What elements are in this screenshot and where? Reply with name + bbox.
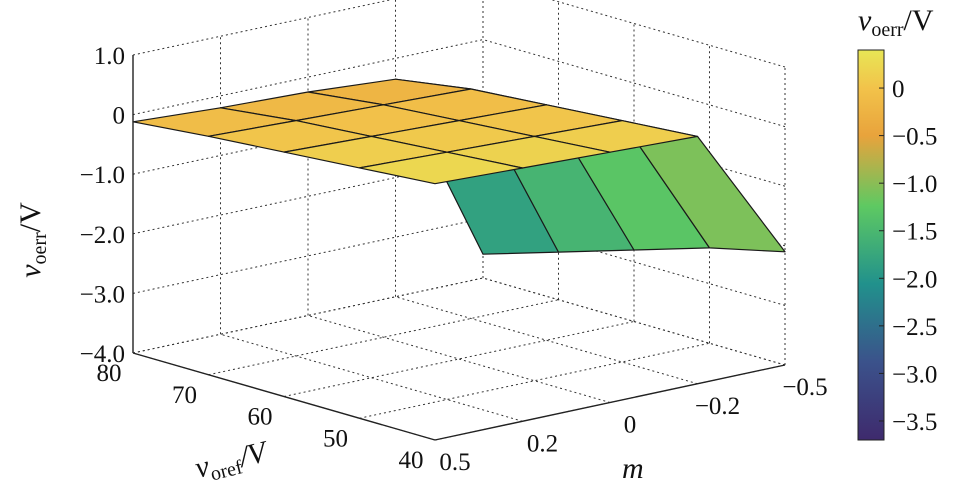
y-axis-label: m: [622, 452, 644, 485]
colorbar-tick-label: 0: [892, 76, 905, 103]
colorbar-tick-label: −0.5: [892, 124, 937, 151]
floor-gridline: [220, 333, 523, 422]
colorbar: 0 −0.5 −1.0 −1.5 −2.0 −2.5 −3.0 −3.5 voerr/V: [857, 4, 937, 441]
x-tick-label: 50: [323, 425, 348, 452]
y-tick-label: 0: [624, 412, 637, 439]
x-tick-label: 70: [172, 382, 197, 409]
axes-layer: 1.0 0 −1.0 −2.0 −3.0 −4.0 40 50 60 70 80 0.5 0.2 0 −0.…: [80, 43, 828, 476]
colorbar-fill: [857, 49, 885, 441]
colorbar-tick-label: −1.5: [892, 219, 937, 246]
floor-gridline: [395, 296, 698, 385]
colorbar-label: voerr/V: [858, 4, 934, 41]
z-tick-label: −2.0: [80, 222, 125, 249]
colorbar-tick-label: −3.0: [892, 361, 937, 388]
y-tick-label: −0.5: [782, 374, 827, 401]
colorbar-tick-label: −2.5: [892, 314, 937, 341]
surface-layer: [132, 78, 786, 255]
z-axis-label: voerr/V: [14, 202, 51, 278]
axis-line: [132, 352, 436, 441]
z-tick-label: 1.0: [94, 43, 125, 70]
floor-gridline: [482, 277, 786, 366]
surface-patch: [358, 151, 524, 185]
side-wall-gridline: [550, 0, 786, 68]
x-tick-label: 60: [248, 404, 273, 431]
colorbar-ticks: 0 −0.5 −1.0 −1.5 −2.0 −2.5 −3.0 −3.5: [879, 76, 937, 436]
z-tick-label: −3.0: [80, 281, 125, 308]
colorbar-tick-label: −2.0: [892, 266, 937, 293]
floor-gridline: [283, 321, 635, 397]
z-tick-label: −4.0: [80, 341, 125, 368]
side-wall-gridline: [482, 39, 786, 128]
z-tick-label: −1.0: [80, 162, 125, 189]
floor-gridline: [359, 342, 710, 419]
z-tick-label: 0: [113, 103, 126, 130]
colorbar-tick-label: −1.0: [892, 171, 937, 198]
y-tick-label: 0.2: [527, 430, 558, 457]
colorbar-tick-label: −3.5: [892, 409, 937, 436]
x-axis-label: voref/V: [192, 434, 275, 485]
x-tick-label: 80: [97, 360, 122, 387]
y-tick-label: 0.5: [439, 449, 470, 476]
x-tick-label: 40: [399, 447, 424, 474]
axis-line: [434, 364, 786, 441]
back-wall-gridline: [132, 0, 393, 56]
y-tick-label: −0.2: [695, 393, 740, 420]
floor-gridline: [307, 315, 611, 403]
